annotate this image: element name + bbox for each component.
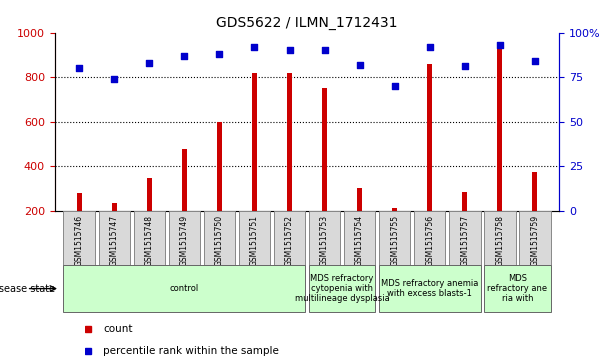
Bar (147, 178, 152, 211)
Bar (497, 42, 502, 211)
Point (495, 42, 505, 48)
Text: MDS refractory
cytopenia with
multilineage dysplasia: MDS refractory cytopenia with multilinea… (295, 274, 390, 303)
FancyBboxPatch shape (168, 211, 200, 265)
Bar (427, 64, 432, 211)
FancyBboxPatch shape (344, 211, 375, 265)
Bar (532, 172, 537, 211)
FancyBboxPatch shape (379, 211, 410, 265)
Bar (287, 73, 292, 211)
FancyBboxPatch shape (484, 211, 516, 265)
Text: GSM1515752: GSM1515752 (285, 215, 294, 266)
FancyBboxPatch shape (63, 211, 95, 265)
Text: disease state: disease state (0, 284, 55, 294)
Point (179, 53, 189, 59)
Point (390, 83, 399, 89)
Point (250, 44, 260, 50)
Bar (357, 188, 362, 211)
Bar (217, 122, 222, 211)
Point (320, 48, 330, 53)
Bar (77, 193, 82, 211)
Point (425, 44, 435, 50)
Text: control: control (170, 284, 199, 293)
FancyBboxPatch shape (239, 211, 270, 265)
Point (215, 51, 224, 57)
FancyBboxPatch shape (134, 211, 165, 265)
Text: GSM1515756: GSM1515756 (425, 215, 434, 266)
FancyBboxPatch shape (379, 265, 480, 312)
FancyBboxPatch shape (519, 211, 551, 265)
FancyBboxPatch shape (63, 265, 305, 312)
Text: GSM1515755: GSM1515755 (390, 215, 399, 266)
Bar (392, 208, 397, 211)
FancyBboxPatch shape (414, 211, 446, 265)
Point (530, 58, 540, 64)
Point (285, 48, 294, 53)
Text: GSM1515748: GSM1515748 (145, 215, 154, 266)
Point (74, 65, 84, 71)
Text: GSM1515750: GSM1515750 (215, 215, 224, 266)
Text: GSM1515751: GSM1515751 (250, 215, 259, 266)
FancyBboxPatch shape (274, 211, 305, 265)
FancyBboxPatch shape (98, 211, 130, 265)
Point (109, 76, 119, 82)
Text: GSM1515747: GSM1515747 (110, 215, 119, 266)
FancyBboxPatch shape (484, 265, 551, 312)
Text: percentile rank within the sample: percentile rank within the sample (103, 346, 279, 356)
Text: GSM1515758: GSM1515758 (496, 215, 504, 266)
Text: MDS refractory anemia
with excess blasts-1: MDS refractory anemia with excess blasts… (381, 279, 478, 298)
Bar (252, 73, 257, 211)
Bar (322, 88, 327, 211)
Text: MDS
refractory ane
ria with: MDS refractory ane ria with (487, 274, 547, 303)
FancyBboxPatch shape (309, 211, 340, 265)
Bar (182, 150, 187, 211)
Text: GSM1515753: GSM1515753 (320, 215, 329, 266)
Text: GSM1515759: GSM1515759 (530, 215, 539, 266)
Text: GSM1515749: GSM1515749 (180, 215, 189, 266)
Bar (462, 192, 468, 211)
Text: count: count (103, 324, 133, 334)
Point (145, 60, 154, 66)
Text: GSM1515757: GSM1515757 (460, 215, 469, 266)
Text: GSM1515754: GSM1515754 (355, 215, 364, 266)
Title: GDS5622 / ILMN_1712431: GDS5622 / ILMN_1712431 (216, 16, 398, 30)
Point (460, 64, 469, 69)
FancyBboxPatch shape (309, 265, 375, 312)
FancyBboxPatch shape (204, 211, 235, 265)
Bar (112, 203, 117, 211)
Point (354, 62, 364, 68)
FancyBboxPatch shape (449, 211, 480, 265)
Text: GSM1515746: GSM1515746 (75, 215, 84, 266)
